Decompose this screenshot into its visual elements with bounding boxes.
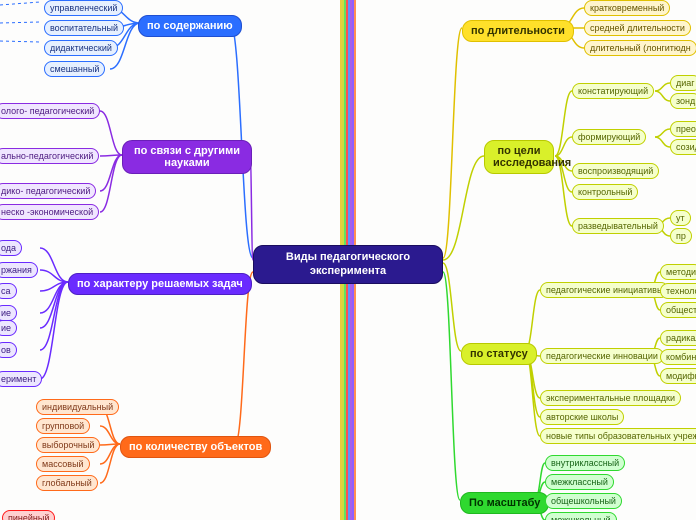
node: формирующий — [572, 129, 646, 145]
node: педагогические инновации — [540, 348, 664, 364]
node: модифи — [660, 368, 696, 384]
node: по цели исследования — [484, 140, 554, 174]
node: дидактический — [44, 40, 118, 56]
node: неско -экономической — [0, 204, 99, 220]
node: управленческий — [44, 0, 123, 16]
node: ие — [0, 320, 17, 336]
node: са — [0, 283, 17, 299]
node: пр — [670, 228, 692, 244]
node: по статусу — [461, 343, 537, 365]
node: педагогические инициативы — [540, 282, 669, 298]
node: внутриклассный — [545, 455, 625, 471]
node: новые типы образовательных учреждений — [540, 428, 696, 444]
node: по связи с другими науками — [122, 140, 252, 174]
node: межклассный — [545, 474, 614, 490]
node: экспериментальные площадки — [540, 390, 681, 406]
node: смешанный — [44, 61, 105, 77]
node: по характеру решаемых задач — [68, 273, 252, 295]
node: зонд — [670, 93, 696, 109]
node: длительный (лонгитюдн — [584, 40, 696, 56]
node: общест — [660, 302, 696, 318]
mindmap-canvas: { "root":{"label":"Виды педагогического … — [0, 0, 696, 520]
node: еримент — [0, 371, 42, 387]
node: ут — [670, 210, 691, 226]
node: по длительности — [462, 20, 574, 42]
node: ально-педагогический — [0, 148, 99, 164]
node: ода — [0, 240, 22, 256]
node: массовый — [36, 456, 90, 472]
node: По масштабу — [460, 492, 549, 514]
node: средней длительности — [584, 20, 691, 36]
node: по количеству объектов — [120, 436, 271, 458]
root-node: Виды педагогического эксперимента — [253, 245, 443, 284]
node: общешкольный — [545, 493, 622, 509]
node: глобальный — [36, 475, 98, 491]
node: межшкольный — [545, 512, 617, 520]
node: индивидуальный — [36, 399, 119, 415]
node: дико- педагогический — [0, 183, 96, 199]
node: преобр — [670, 121, 696, 137]
node: диаг — [670, 75, 696, 91]
node: методи — [660, 264, 696, 280]
node: выборочный — [36, 437, 100, 453]
node: радикал — [660, 330, 696, 346]
node: комбини — [660, 349, 696, 365]
node: групповой — [36, 418, 90, 434]
node: пинейный — [2, 510, 55, 520]
node: разведывательный — [572, 218, 664, 234]
node: созидат — [670, 139, 696, 155]
node: авторские школы — [540, 409, 624, 425]
node: кратковременный — [584, 0, 670, 16]
node: ржания — [0, 262, 38, 278]
node: технолог — [660, 283, 696, 299]
node: по содержанию — [138, 15, 242, 37]
node: ов — [0, 342, 17, 358]
node: констатирующий — [572, 83, 654, 99]
node: олого- педагогический — [0, 103, 100, 119]
node: контрольный — [572, 184, 638, 200]
node: воспитательный — [44, 20, 124, 36]
node: ие — [0, 305, 17, 321]
node: воспроизводящий — [572, 163, 659, 179]
